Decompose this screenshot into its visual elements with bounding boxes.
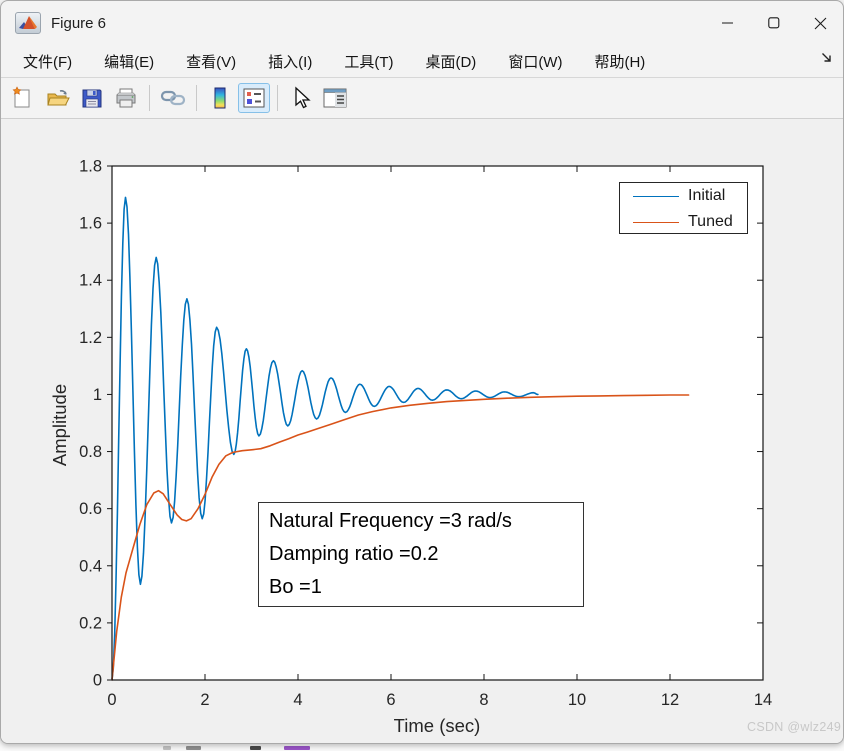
menu-overflow-arrow-icon[interactable] [820, 51, 833, 64]
editor-sliver-mark [163, 746, 171, 750]
menu-window[interactable]: 窗口(W) [508, 53, 563, 71]
x-tick-label: 14 [754, 691, 772, 709]
close-button[interactable] [797, 1, 843, 45]
legend[interactable]: Initial Tuned [619, 182, 748, 234]
insert-colorbar-icon [214, 87, 226, 109]
legend-line-sample-initial [633, 195, 679, 197]
annotation-line-natural-frequency: Natural Frequency =3 rad/s [269, 510, 512, 532]
menu-tools[interactable]: 工具(T) [344, 53, 394, 71]
maximize-button[interactable] [751, 1, 797, 45]
toolbar-separator [149, 85, 150, 111]
curve-initial[interactable] [111, 196, 539, 681]
matlab-logo-icon [15, 12, 41, 34]
menu-help[interactable]: 帮助(H) [594, 53, 646, 71]
annotation-line-damping-ratio: Damping ratio =0.2 [269, 543, 439, 565]
y-tick-label: 1.6 [79, 215, 102, 233]
x-tick-label: 0 [107, 691, 116, 709]
editor-sliver-mark [250, 746, 261, 750]
y-tick-label: 0.4 [79, 557, 102, 575]
toolbar-separator [196, 85, 197, 111]
window-title: Figure 6 [51, 14, 107, 32]
new-figure-icon [12, 86, 30, 108]
curve-tuned[interactable] [111, 394, 690, 681]
insert-legend-icon [243, 88, 265, 108]
minimize-icon [722, 22, 733, 24]
menu-desktop[interactable]: 桌面(D) [425, 53, 477, 71]
link-plot-button[interactable] [157, 83, 189, 113]
new-figure-button[interactable] [8, 83, 40, 113]
menu-file[interactable]: 文件(F) [23, 53, 73, 71]
insert-colorbar-button[interactable] [204, 83, 236, 113]
maximize-icon [768, 17, 780, 29]
edit-plot-button[interactable] [285, 83, 317, 113]
close-icon [814, 17, 826, 29]
menu-bar: 文件(F) 编辑(E) 查看(V) 插入(I) 工具(T) 桌面(D) 窗口(W… [1, 45, 843, 78]
y-tick-label: 0.6 [79, 500, 102, 518]
x-axis-label: Time (sec) [393, 715, 481, 736]
x-tick-label: 2 [200, 691, 209, 709]
figure-canvas: 0 2 4 6 8 10 12 14 0 0.2 0.4 0.6 0.8 1 1.2 1.4 1.6 1.8 Am… [1, 119, 843, 743]
legend-label-tuned: Tuned [688, 213, 733, 230]
y-tick-label: 0 [93, 672, 102, 690]
annotation-line-bo: Bo =1 [269, 576, 322, 598]
y-tick-label: 1 [93, 386, 102, 404]
y-tick-label: 1.8 [79, 158, 102, 176]
x-tick-label: 6 [386, 691, 395, 709]
open-file-button[interactable] [42, 83, 74, 113]
link-plot-icon [160, 90, 186, 106]
x-tick-label: 10 [568, 691, 586, 709]
legend-entry-tuned[interactable]: Tuned [620, 209, 747, 235]
editor-sliver-mark [284, 746, 310, 750]
edit-plot-cursor-icon [295, 86, 311, 109]
toolbar-separator [277, 85, 278, 111]
open-file-icon [47, 90, 70, 106]
save-icon [82, 89, 102, 108]
legend-label-initial: Initial [688, 187, 726, 204]
x-tick-label: 12 [661, 691, 679, 709]
legend-entry-initial[interactable]: Initial [620, 183, 747, 209]
save-button[interactable] [76, 83, 108, 113]
text-annotation-box[interactable]: Natural Frequency =3 rad/s Damping ratio… [258, 502, 584, 607]
background-window-sliver [0, 741, 844, 751]
y-tick-label: 0.8 [79, 443, 102, 461]
editor-sliver-mark [186, 746, 201, 750]
menu-edit[interactable]: 编辑(E) [104, 53, 155, 71]
y-tick-label: 0.2 [79, 614, 102, 632]
title-bar: Figure 6 [1, 1, 843, 45]
print-button[interactable] [110, 83, 142, 113]
legend-line-sample-tuned [633, 221, 679, 223]
y-tick-label: 1.4 [79, 272, 102, 290]
menu-insert[interactable]: 插入(I) [268, 53, 313, 71]
csdn-watermark: CSDN @wlz249 [747, 720, 842, 734]
property-inspector-button[interactable] [319, 83, 351, 113]
property-inspector-icon [323, 88, 347, 108]
x-tick-label: 4 [293, 691, 302, 709]
minimize-button[interactable] [705, 1, 751, 45]
axes-box [111, 165, 764, 681]
print-icon [116, 88, 136, 108]
x-tick-label: 8 [479, 691, 488, 709]
insert-legend-button[interactable] [238, 83, 270, 113]
y-axis-label: Amplitude [49, 383, 70, 467]
y-tick-label: 1.2 [79, 329, 102, 347]
figure-toolbar [1, 78, 843, 119]
menu-view[interactable]: 查看(V) [186, 53, 237, 71]
